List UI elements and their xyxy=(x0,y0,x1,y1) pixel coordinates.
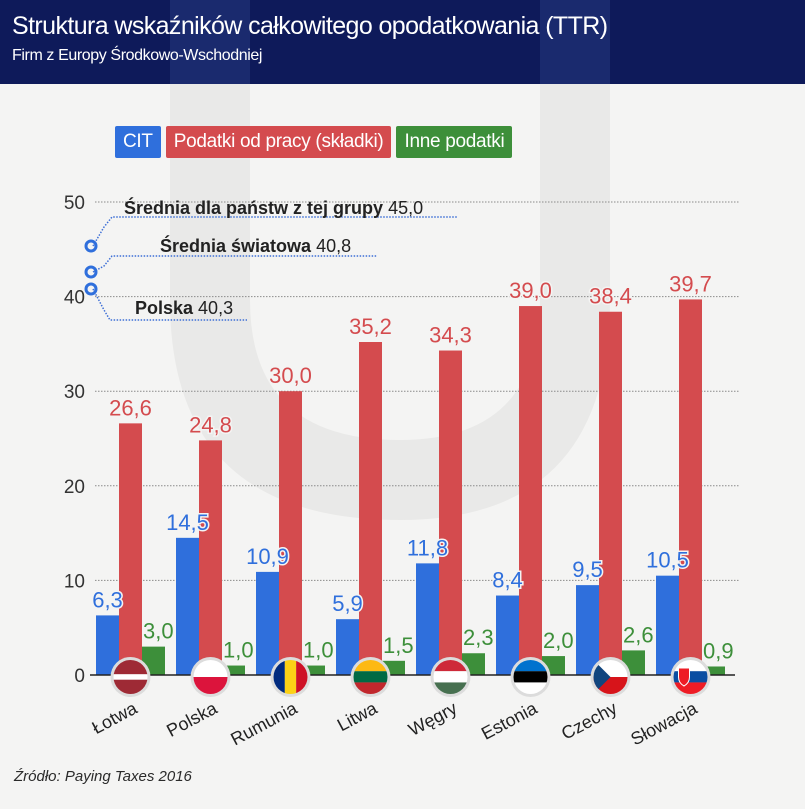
y-tick-label-10: 10 xyxy=(64,571,85,592)
bar-cit-7 xyxy=(656,575,679,675)
value-label-cit-5: 8,4 xyxy=(492,568,523,593)
x-tick-label-4: Węgry xyxy=(405,698,460,740)
bar-other-1 xyxy=(222,665,245,675)
source-note: Źródło: Paying Taxes 2016 xyxy=(14,768,192,785)
value-label-other-6: 2,6 xyxy=(623,622,654,647)
bar-cit-3 xyxy=(336,619,359,675)
x-tick-label-5: Estonia xyxy=(478,697,541,743)
bar-cit-6 xyxy=(576,585,599,675)
value-label-cit-2: 10,9 xyxy=(246,544,289,569)
value-label-other-5: 2,0 xyxy=(543,628,574,653)
x-tick-label-3: Litwa xyxy=(334,697,381,735)
legend-item-other-taxes: Inne podatki xyxy=(396,126,513,158)
x-tick-label-7: Słowacja xyxy=(627,697,701,749)
bar-cit-2 xyxy=(256,571,279,675)
annotation-leader-0 xyxy=(92,216,457,247)
chart-legend: CIT Podatki od pracy (składki) Inne poda… xyxy=(115,126,513,158)
value-label-cit-6: 9,5 xyxy=(572,557,603,582)
value-label-labor-5: 39,0 xyxy=(509,278,552,303)
header: Struktura wskaźników całkowitego opodatk… xyxy=(0,0,805,84)
page-subtitle: Firm z Europy Środkowo-Wschodniej xyxy=(12,47,262,64)
annotation-name: Średnia dla państw z tej grupy xyxy=(124,197,388,218)
value-label-labor-4: 34,3 xyxy=(429,323,472,348)
bar-labor-1 xyxy=(199,440,222,675)
bar-other-2 xyxy=(302,665,325,675)
value-label-labor-6: 38,4 xyxy=(589,284,632,309)
bar-cit-5 xyxy=(496,595,519,675)
value-label-labor-2: 30,0 xyxy=(269,363,312,388)
bar-cit-1 xyxy=(176,537,199,675)
annotation-name: Średnia światowa xyxy=(160,235,316,256)
x-tick-label-2: Rumunia xyxy=(227,697,301,749)
annotation-marker-1 xyxy=(84,265,98,279)
bar-labor-0 xyxy=(119,423,142,675)
annotation-value: 40,8 xyxy=(316,236,351,256)
bar-labor-3 xyxy=(359,342,382,675)
bar-labor-6 xyxy=(599,311,622,675)
annotation-label-2: Polska 40,3 xyxy=(135,298,233,318)
annotation-value: 40,3 xyxy=(198,298,233,318)
bar-cit-4 xyxy=(416,563,439,675)
bar-labor-4 xyxy=(439,350,462,675)
y-tick-label-0: 0 xyxy=(74,666,85,687)
value-label-other-1: 1,0 xyxy=(223,638,254,663)
value-label-other-4: 2,3 xyxy=(463,625,494,650)
bar-labor-2 xyxy=(279,391,302,675)
value-label-cit-4: 11,8 xyxy=(407,535,448,560)
value-label-cit-3: 5,9 xyxy=(332,591,363,616)
flag-czechia-icon xyxy=(593,660,628,694)
annotation-name: Polska xyxy=(135,298,198,318)
value-label-other-2: 1,0 xyxy=(303,638,334,663)
legend-item-labor-taxes: Podatki od pracy (składki) xyxy=(165,126,392,158)
legend-item-cit: CIT xyxy=(115,126,161,158)
value-label-cit-1: 14,5 xyxy=(166,510,209,535)
value-label-cit-7: 10,5 xyxy=(646,548,689,573)
flag-lithuania-icon xyxy=(353,660,388,694)
flag-romania-icon xyxy=(273,660,308,694)
value-label-labor-1: 24,8 xyxy=(189,412,232,437)
page-title: Struktura wskaźników całkowitego opodatk… xyxy=(12,12,608,40)
x-tick-label-0: Łotwa xyxy=(89,697,142,738)
y-tick-label-40: 40 xyxy=(64,288,85,309)
x-tick-label-1: Polska xyxy=(163,697,221,740)
y-tick-label-20: 20 xyxy=(64,477,85,498)
y-tick-label-50: 50 xyxy=(64,193,85,214)
value-label-labor-3: 35,2 xyxy=(349,314,392,339)
flag-poland-icon xyxy=(193,660,228,694)
flag-slovakia-icon xyxy=(673,660,708,694)
annotation-leader-1 xyxy=(92,255,377,273)
annotation-marker-0 xyxy=(84,239,98,253)
value-label-other-7: 0,9 xyxy=(703,638,734,663)
y-tick-label-30: 30 xyxy=(64,382,85,403)
bar-other-7 xyxy=(702,666,725,675)
bar-labor-7 xyxy=(679,299,702,675)
value-label-other-0: 3,0 xyxy=(143,619,174,644)
x-tick-label-6: Czechy xyxy=(558,698,620,744)
value-label-other-3: 1,5 xyxy=(383,633,414,658)
annotation-value: 45,0 xyxy=(388,198,423,218)
flag-estonia-icon xyxy=(513,660,548,694)
annotation-label-0: Średnia dla państw z tej grupy 45,0 xyxy=(124,197,423,218)
value-label-cit-0: 6,3 xyxy=(92,587,123,612)
annotation-marker-2 xyxy=(84,282,98,296)
header-decoration xyxy=(170,0,610,84)
value-label-labor-0: 26,6 xyxy=(109,395,152,420)
flag-hungary-icon xyxy=(433,660,468,694)
annotation-label-1: Średnia światowa 40,8 xyxy=(160,235,351,256)
flag-latvia-icon xyxy=(113,660,148,694)
bar-labor-5 xyxy=(519,306,542,675)
bar-cit-0 xyxy=(96,615,119,675)
value-label-labor-7: 39,7 xyxy=(669,271,712,296)
